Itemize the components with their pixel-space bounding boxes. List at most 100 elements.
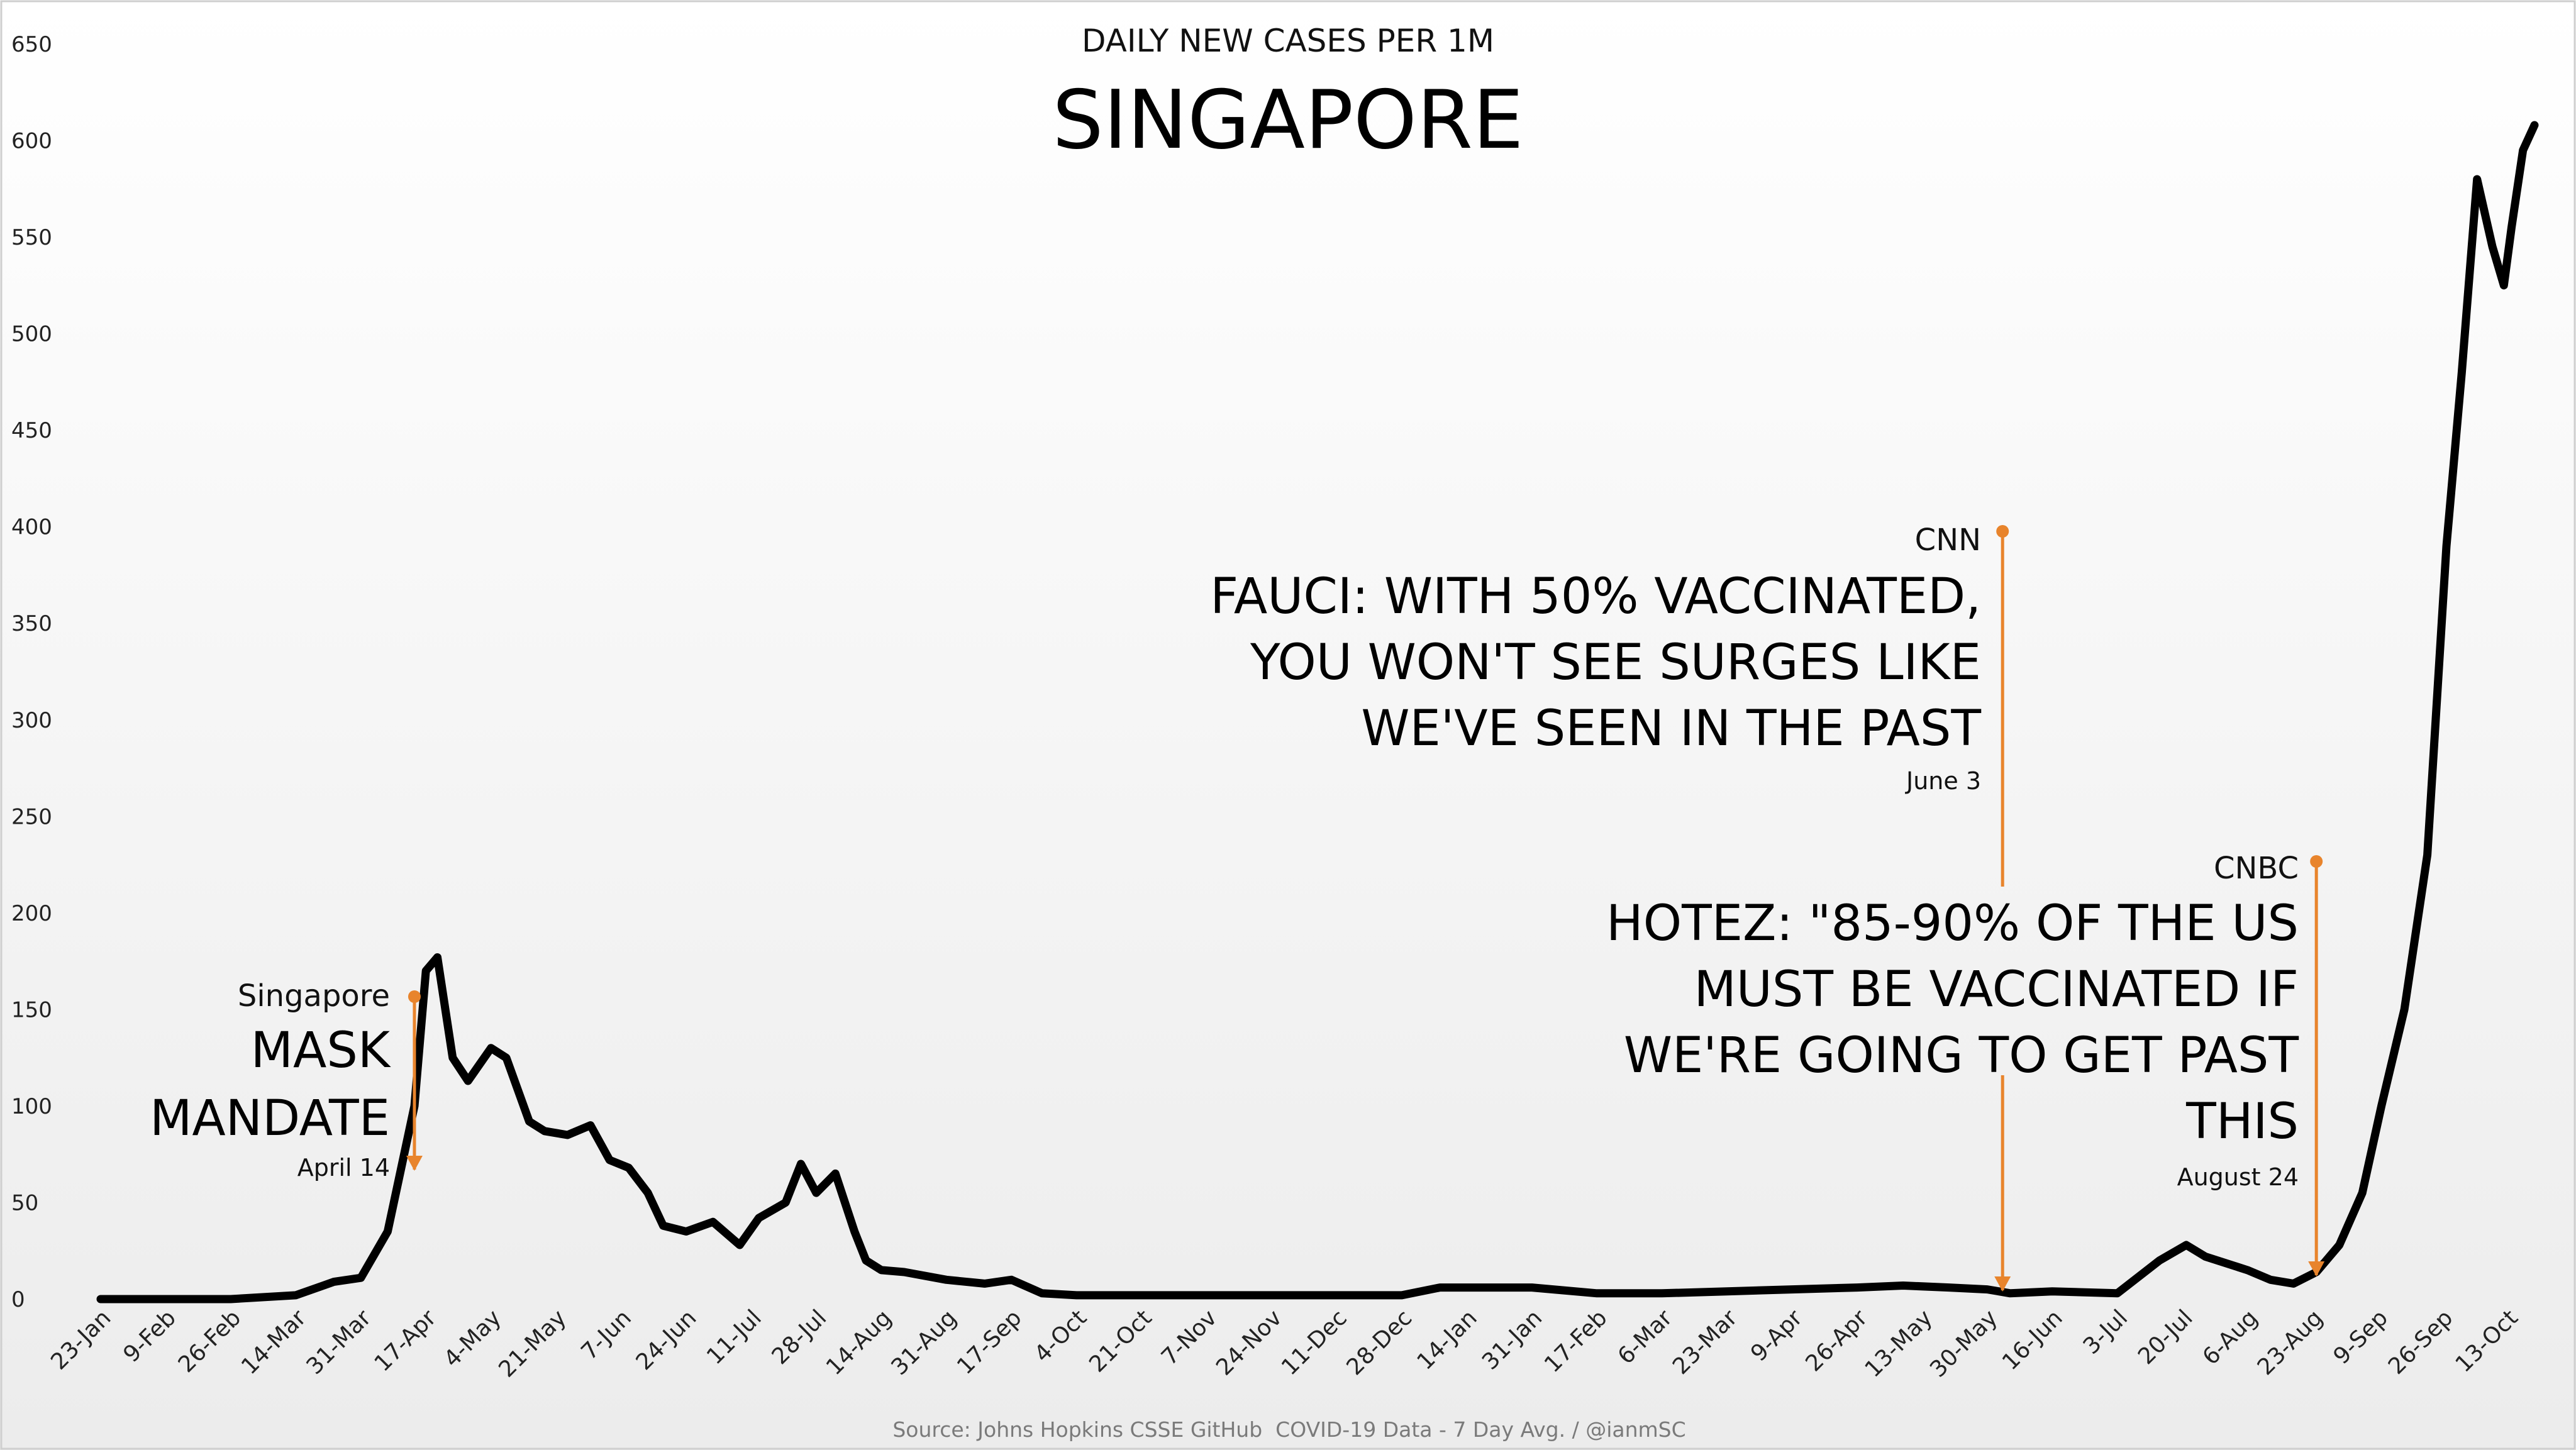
data-point — [852, 1229, 857, 1234]
data-point — [1947, 1285, 1951, 1290]
annotation: CNN FAUCI: WITH 50% VACCINATED, YOU WON'T … — [1210, 523, 2011, 1292]
data-point — [1855, 1285, 1859, 1290]
annotation-arrowhead — [2308, 1261, 2325, 1276]
data-point — [814, 1191, 818, 1195]
y-tick-label: 50 — [11, 1190, 38, 1215]
data-point — [2509, 225, 2514, 230]
data-point — [738, 1243, 742, 1248]
data-point — [902, 1270, 906, 1275]
y-tick-label: 400 — [11, 515, 52, 540]
data-point — [1660, 1291, 1664, 1295]
data-point — [228, 1297, 233, 1301]
data-point — [1438, 1285, 1442, 1290]
annotation-dot — [1996, 525, 2009, 538]
y-tick-label: 650 — [11, 32, 52, 57]
data-point — [784, 1200, 788, 1205]
annotations: Singapore MASK MANDATE April 14 CNN FAUCI: WI… — [150, 523, 2325, 1292]
annotation-date: April 14 — [297, 1154, 390, 1182]
data-point — [2268, 1278, 2273, 1282]
data-point — [608, 1158, 612, 1162]
y-tick-label: 100 — [11, 1094, 52, 1119]
data-point — [2460, 370, 2464, 375]
annotation: Singapore MASK MANDATE April 14 — [150, 978, 423, 1182]
data-point — [466, 1079, 470, 1083]
data-point — [1335, 1293, 1339, 1297]
data-point — [450, 1056, 455, 1060]
data-point — [504, 1056, 508, 1060]
data-point — [386, 1229, 390, 1234]
data-point — [626, 1166, 631, 1170]
data-point — [358, 1276, 363, 1280]
data-point — [879, 1268, 884, 1272]
data-point — [1595, 1291, 1599, 1295]
data-point — [1040, 1291, 1044, 1295]
data-point — [2245, 1268, 2250, 1272]
data-point — [2425, 853, 2429, 857]
data-point — [2475, 177, 2479, 181]
annotation-dot — [2310, 855, 2323, 868]
y-tick-label: 450 — [11, 418, 52, 443]
data-point — [661, 1224, 665, 1228]
source-note: Source: Johns Hopkins CSSE GitHub COVID-… — [892, 1417, 1685, 1442]
chart-subtitle: DAILY NEW CASES PER 1M — [1082, 23, 1494, 59]
data-point — [2490, 245, 2495, 249]
data-point — [527, 1119, 531, 1124]
data-point — [424, 968, 428, 973]
y-tick-label: 300 — [11, 708, 52, 733]
annotation-headline: MUST BE VACCINATED IF — [1694, 961, 2299, 1018]
annotation-headline: YOU WON'T SEE SURGES LIKE — [1250, 634, 1981, 691]
series-layer — [96, 121, 2539, 1303]
data-point — [1985, 1287, 1989, 1292]
annotation-source: Singapore — [238, 978, 390, 1014]
data-point — [565, 1132, 570, 1137]
data-point — [542, 1129, 547, 1133]
data-point — [863, 1258, 868, 1263]
data-point — [2008, 1291, 2012, 1295]
y-tick-label: 600 — [11, 129, 52, 154]
data-point — [489, 1046, 493, 1050]
data-point — [982, 1281, 987, 1286]
y-axis: 0 50 100 150 200 250 300 350 400 450 500 550 600 650 — [11, 32, 52, 1312]
annotation: CNBC HOTEZ: "85-90% OF THE US MUST BE VACC… — [1606, 851, 2325, 1276]
data-point — [1790, 1287, 1794, 1292]
y-tick-label: 0 — [11, 1287, 25, 1312]
annotation-arrowhead — [1994, 1276, 2011, 1292]
y-tick-label: 350 — [11, 611, 52, 636]
annotation-dot — [408, 990, 421, 1003]
data-point — [757, 1216, 761, 1220]
data-point — [1399, 1293, 1404, 1297]
annotation-date: August 24 — [2177, 1163, 2299, 1191]
y-tick-label: 200 — [11, 901, 52, 926]
data-point — [2184, 1243, 2189, 1248]
data-point — [2445, 544, 2449, 548]
y-tick-label: 500 — [11, 322, 52, 347]
annotation-headline: MASK — [251, 1022, 391, 1079]
data-point — [1530, 1285, 1534, 1290]
data-point — [799, 1162, 803, 1166]
data-point — [2379, 1104, 2384, 1108]
data-point — [2402, 1007, 2407, 1012]
y-tick-label: 250 — [11, 804, 52, 829]
annotation-date: June 3 — [1905, 767, 1981, 795]
data-point — [2203, 1254, 2207, 1259]
data-point — [1204, 1293, 1209, 1297]
annotation-source: CNBC — [2214, 851, 2299, 886]
data-point — [294, 1293, 298, 1297]
data-point — [2050, 1289, 2055, 1293]
data-point — [2360, 1191, 2365, 1195]
annotation-headline: WE'VE SEEN IN THE PAST — [1361, 700, 1981, 757]
data-point — [1725, 1289, 1729, 1293]
chart-title: SINGAPORE — [1052, 74, 1523, 167]
data-point — [2502, 283, 2506, 287]
data-point — [164, 1297, 168, 1301]
data-point — [1901, 1283, 1905, 1288]
data-point — [588, 1123, 592, 1127]
annotation-headline: WE'RE GOING TO GET PAST — [1624, 1027, 2299, 1084]
data-point — [435, 955, 440, 960]
data-point — [2291, 1281, 2296, 1286]
data-point — [944, 1278, 948, 1282]
data-point — [2337, 1243, 2341, 1248]
